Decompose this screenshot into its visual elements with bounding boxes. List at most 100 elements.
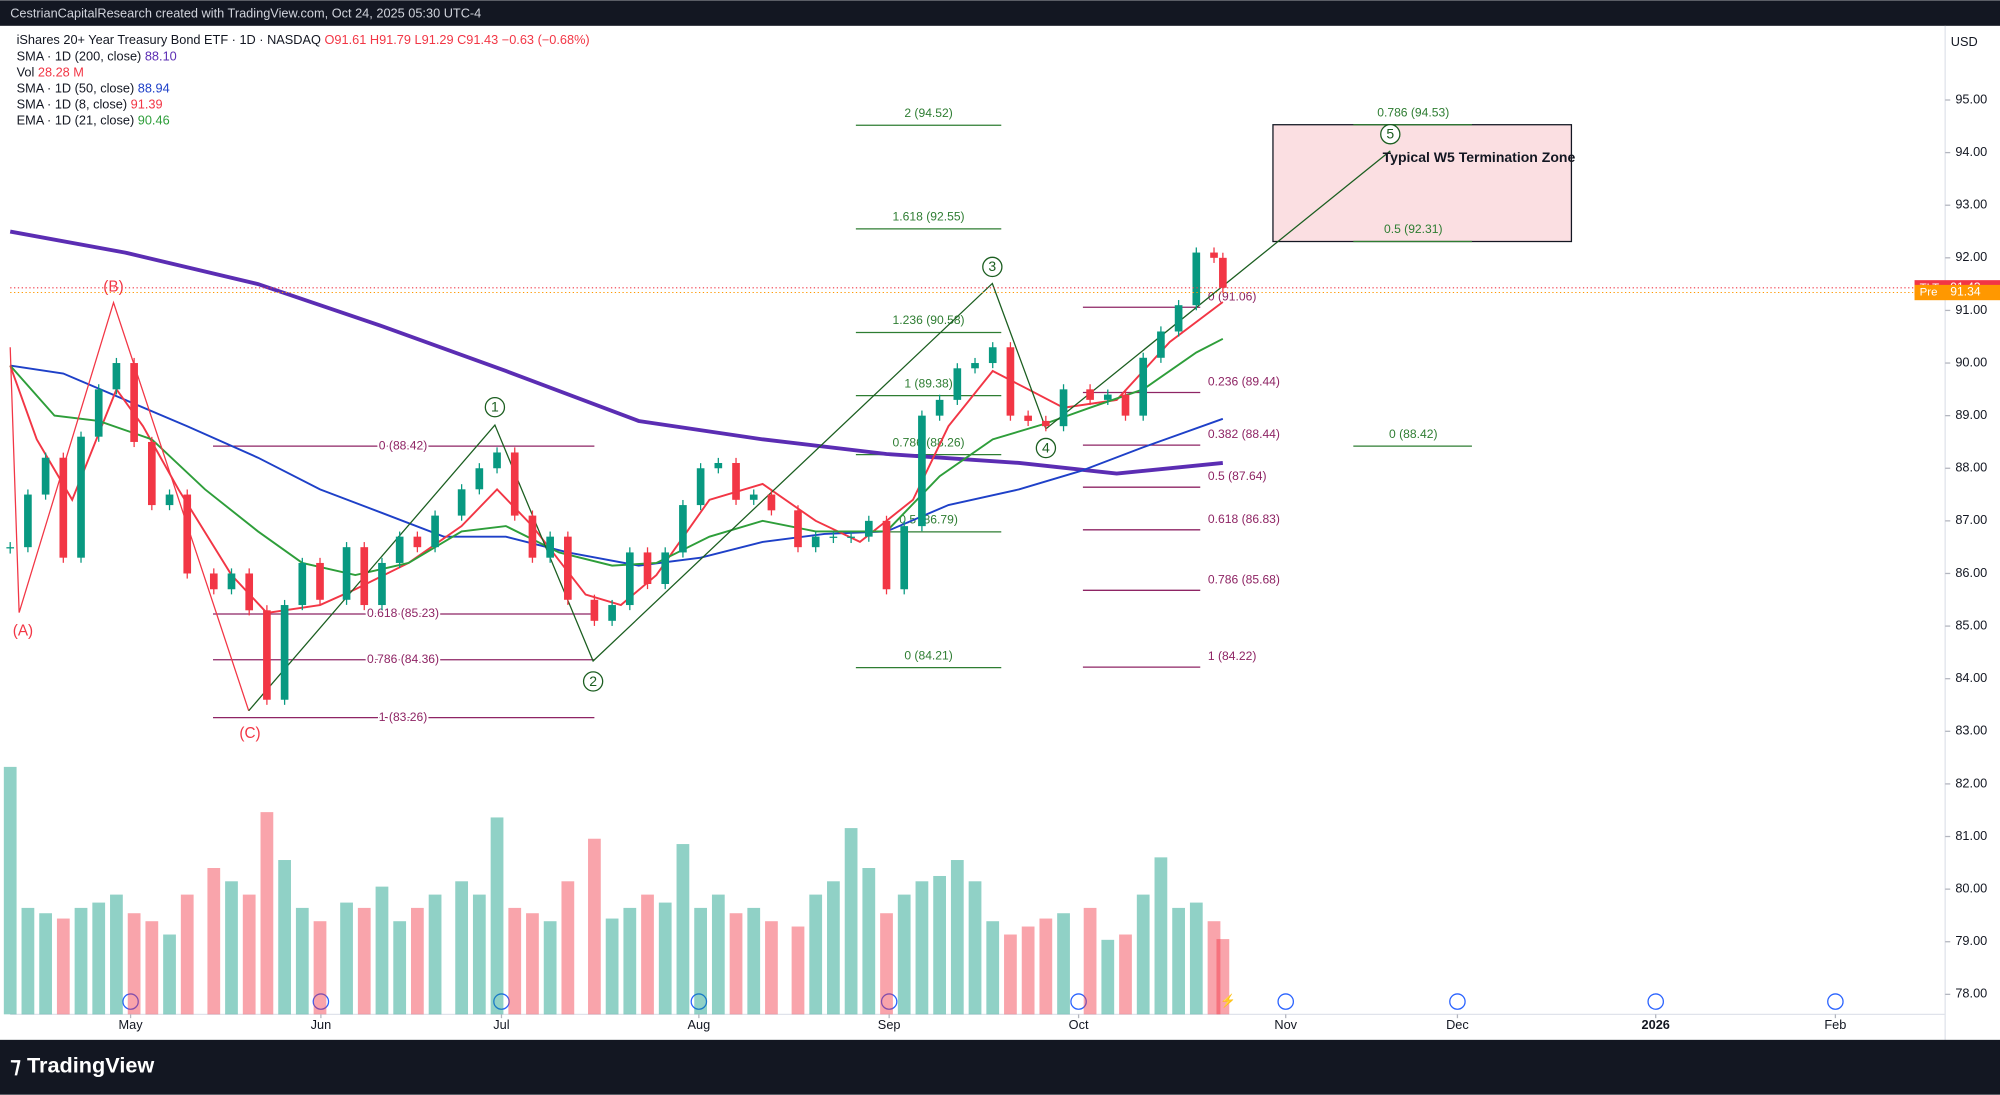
fib-label: 0 (84.21) [904,648,952,662]
volume-bar [1057,913,1070,1015]
volume-bar [694,907,708,1015]
volume-bar [278,860,291,1015]
volume-bar [747,907,761,1015]
candle [590,599,599,621]
candle [431,515,439,548]
candle [475,468,484,490]
candle [209,573,218,590]
volume-bar [950,860,964,1015]
volume-bar [588,838,601,1015]
volume-bar [933,875,946,1015]
volume-bar [791,926,805,1015]
quote-value: L91.29 [415,32,454,47]
volume-bar [605,918,619,1015]
volume-bar [986,921,1000,1015]
candle [794,510,802,548]
currency: USD [1951,34,1978,49]
y-tick-label: 89.00 [1955,407,1987,422]
corrective-wave [9,300,250,711]
price-tag-name: Pre [1920,287,1938,299]
fib-label: 0.5 (92.31) [1384,222,1443,236]
candle [413,536,422,548]
moving-average [9,301,1224,614]
dividend-marker [493,993,510,1010]
volume-bar [313,921,327,1015]
volume-bar [1189,902,1203,1015]
candle [829,536,838,538]
x-tick-label: Aug [688,1017,711,1032]
price-tag-value: 91.34 [1950,285,1981,299]
candle [6,547,15,549]
candle [661,552,670,584]
candle [298,562,307,606]
volume-bar [676,844,690,1015]
termination-zone [1272,124,1573,243]
impulse-circle [484,396,506,418]
legend-title: iShares 20+ Year Treasury Bond ETF · 1D … [17,32,590,47]
volume-bar [110,894,123,1015]
impulse-circle [1035,437,1057,459]
candle [1210,252,1218,258]
legend-name: SMA · 1D (8, close) [17,97,128,112]
volume-bar [1172,907,1185,1015]
candle [625,552,634,606]
candle [935,399,944,416]
impulse-wave [248,150,1391,712]
x-tick-label: Jul [493,1017,509,1032]
candle [59,457,68,558]
volume-bar [295,907,309,1015]
volume-bar [127,913,141,1015]
top-bar [0,0,2000,26]
impulse-label: 4 [1042,439,1050,455]
volume-bar [658,902,672,1015]
volume-bar [375,886,389,1015]
fib-label: 1 (84.22) [1208,649,1256,663]
fib-label: 1 (89.38) [904,376,952,390]
volume-bar [74,907,88,1015]
volume-bar [393,921,407,1015]
volume-bar [915,881,929,1015]
legend-row: Vol 28.28 M [17,65,84,80]
volume-bar [242,894,256,1015]
candle [714,462,723,469]
candle [811,536,820,548]
volume-bar [428,894,442,1015]
candle [696,468,705,506]
brand: ⁊ TradingView [10,1052,154,1077]
candle [988,347,997,364]
fib-label: 0.786 (84.36) [367,652,439,666]
volume-bar [1119,934,1132,1015]
legend-name: SMA · 1D (200, close) [17,49,142,64]
volume-bar [543,921,557,1015]
candle [864,520,873,537]
candle [112,363,121,390]
legend-row: SMA · 1D (200, close) 88.10 [17,49,177,64]
candle [41,457,50,495]
dividend-marker [1449,993,1466,1010]
y-tick-label: 81.00 [1955,828,1987,843]
last-volume-flag: ⚡ [1220,993,1236,1009]
volume-bar [508,907,522,1015]
corrective-label: (A) [13,623,33,640]
volume-bar [1039,918,1053,1015]
legend-name: EMA · 1D (21, close) [17,113,135,128]
moving-average [9,229,1224,476]
y-tick-label: 95.00 [1955,91,1987,106]
legend-name: SMA · 1D (50, close) [17,81,135,96]
volume-bar [1004,934,1017,1015]
volume-bar [844,828,858,1015]
y-tick-label: 78.00 [1955,986,1987,1001]
candle [24,494,32,548]
x-tick-label: 2026 [1642,1017,1670,1032]
impulse-circle [1380,124,1401,145]
y-tick-label: 79.00 [1955,933,1987,948]
y-tick-label: 94.00 [1955,144,1987,159]
quote-value: −0.63 (−0.68%) [502,32,590,47]
volume-bar [968,881,982,1015]
candle [1192,252,1201,306]
volume-bar [340,902,353,1015]
candle [1121,394,1130,416]
candle [679,505,687,553]
dividend-marker [312,993,330,1010]
volume-bar [1021,926,1035,1015]
